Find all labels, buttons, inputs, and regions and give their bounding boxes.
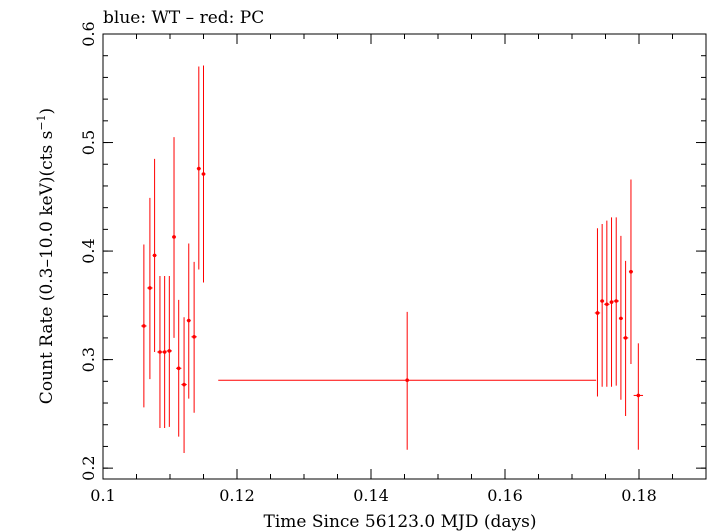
data-marker <box>600 299 604 303</box>
y-tick-label: 0.2 <box>79 455 98 480</box>
plot-frame <box>102 33 707 480</box>
data-point <box>628 179 633 364</box>
data-marker <box>152 253 157 258</box>
data-point <box>186 243 191 399</box>
y-tick-label: 0.4 <box>79 238 98 263</box>
data-point <box>166 276 173 427</box>
data-point <box>141 244 147 408</box>
y-axis: 0.2 0.3 0.4 0.5 0.6 <box>79 21 706 481</box>
data-marker <box>158 350 162 354</box>
data-marker <box>201 172 206 176</box>
data-marker <box>172 235 176 239</box>
data-point <box>196 66 201 270</box>
x-axis: 0.1 0.12 0.14 0.16 0.18 <box>90 34 707 505</box>
data-marker <box>629 269 633 274</box>
data-marker <box>182 382 186 387</box>
data-marker <box>176 366 181 371</box>
y-axis-label-sup: −1 <box>35 114 48 130</box>
data-marker <box>619 316 623 321</box>
data-point <box>600 223 605 387</box>
data-marker <box>142 324 146 328</box>
data-marker <box>405 378 409 383</box>
data-marker <box>197 166 201 171</box>
data-marker <box>192 335 196 339</box>
data-point <box>201 65 206 283</box>
x-tick-label: 0.14 <box>353 486 389 505</box>
data-point <box>172 137 177 338</box>
data-marker <box>605 302 609 307</box>
data-marker <box>167 349 172 353</box>
data-marker <box>186 318 191 323</box>
data-point <box>218 311 597 450</box>
data-point <box>147 197 153 380</box>
y-tick-label: 0.3 <box>79 347 98 372</box>
y-axis-label-main: Count Rate (0.3–10.0 keV)(cts s <box>37 131 57 405</box>
data-point <box>622 260 629 417</box>
data-point <box>176 299 182 437</box>
data-marker <box>609 300 614 304</box>
data-point <box>609 217 614 387</box>
y-axis-label: Count Rate (0.3–10.0 keV)(cts s−1) <box>35 108 57 404</box>
y-tick-label: 0.6 <box>79 21 98 46</box>
chart-title: blue: WT – red: PC <box>103 8 264 28</box>
data-marker <box>148 286 152 290</box>
data-point <box>152 158 157 353</box>
data-point <box>604 220 610 387</box>
x-axis-label: Time Since 56123.0 MJD (days) <box>264 512 537 532</box>
data-marker <box>623 336 628 340</box>
data-point <box>633 343 644 450</box>
data-point <box>157 276 163 428</box>
y-axis-label-tail: ) <box>37 108 57 115</box>
x-tick-label: 0.18 <box>621 486 657 505</box>
data-point <box>594 228 601 397</box>
data-point <box>191 261 197 413</box>
y-tick-label: 0.5 <box>79 130 98 155</box>
x-tick-label: 0.1 <box>90 486 115 505</box>
data-point <box>613 217 619 386</box>
data-point <box>618 235 623 400</box>
data-marker <box>614 299 619 303</box>
data-point <box>162 276 167 428</box>
data-marker <box>162 350 167 354</box>
data-marker <box>636 393 641 398</box>
data-series-pc <box>141 65 644 453</box>
data-point <box>181 317 187 453</box>
x-tick-label: 0.16 <box>487 486 523 505</box>
data-marker <box>595 311 600 315</box>
x-tick-label: 0.12 <box>219 486 255 505</box>
